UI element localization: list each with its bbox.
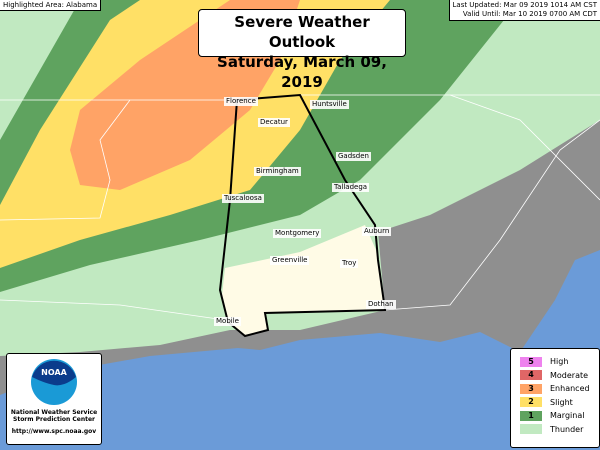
legend-item-high: 5 High [520, 355, 599, 369]
svg-text:NOAA: NOAA [41, 368, 67, 377]
city-label: Greenville [270, 256, 310, 265]
noaa-logo-box: NOAA National Weather Service Storm Pred… [6, 353, 102, 445]
legend-swatch: 1 [520, 410, 542, 421]
spc-url[interactable]: http://www.spc.noaa.gov [11, 428, 97, 435]
legend-swatch [520, 424, 542, 435]
title-line1: Severe Weather Outlook [234, 13, 370, 51]
legend-label: High [550, 357, 569, 367]
title-line2: Saturday, March 09, 2019 [217, 53, 387, 91]
legend-swatch: 5 [520, 356, 542, 367]
risk-legend: 5 High 4 Moderate 3 Enhanced 2 Slight 1 Margi… [510, 348, 600, 448]
map-title: Severe Weather Outlook Saturday, March 0… [198, 9, 406, 91]
org-center: Storm Prediction Center [13, 416, 95, 423]
legend-swatch: 3 [520, 383, 542, 394]
city-label: Huntsville [310, 100, 349, 109]
city-label: Florence [224, 97, 258, 106]
legend-label: Marginal [550, 411, 585, 421]
legend-item-enhanced: 3 Enhanced [520, 382, 599, 396]
city-label: Tuscaloosa [222, 194, 264, 203]
city-label: Montgomery [273, 229, 322, 238]
org-name: National Weather Service [10, 409, 98, 416]
legend-item-thunder: Thunder [520, 423, 599, 437]
highlighted-area-label: Highlighted Area: Alabama [0, 0, 102, 11]
legend-label: Thunder [550, 424, 584, 434]
legend-item-moderate: 4 Moderate [520, 369, 599, 383]
city-label: Decatur [258, 118, 290, 127]
legend-item-marginal: 1 Marginal [520, 409, 599, 423]
city-label: Mobile [214, 317, 241, 326]
no-thunder-alabama [222, 225, 385, 336]
gulf-water [0, 250, 600, 450]
legend-item-slight: 2 Slight [520, 396, 599, 410]
legend-swatch: 4 [520, 370, 542, 381]
city-label: Gadsden [336, 152, 371, 161]
city-label: Birmingham [254, 167, 301, 176]
city-label: Dothan [366, 300, 396, 309]
legend-label: Moderate [550, 370, 589, 380]
legend-swatch: 2 [520, 397, 542, 408]
legend-label: Slight [550, 397, 573, 407]
city-label: Talladega [332, 183, 370, 192]
alabama-outline [218, 93, 387, 338]
legend-label: Enhanced [550, 384, 590, 394]
update-info: Last Updated: Mar 09 2019 1014 AM CST Va… [448, 0, 600, 21]
city-label: Troy [340, 259, 359, 268]
last-updated: Last Updated: Mar 09 2019 1014 AM CST [452, 1, 598, 9]
city-label: Auburn [362, 227, 392, 236]
valid-until: Valid Until: Mar 10 2019 0700 AM CDT [462, 10, 597, 18]
noaa-logo: NOAA [31, 359, 77, 405]
